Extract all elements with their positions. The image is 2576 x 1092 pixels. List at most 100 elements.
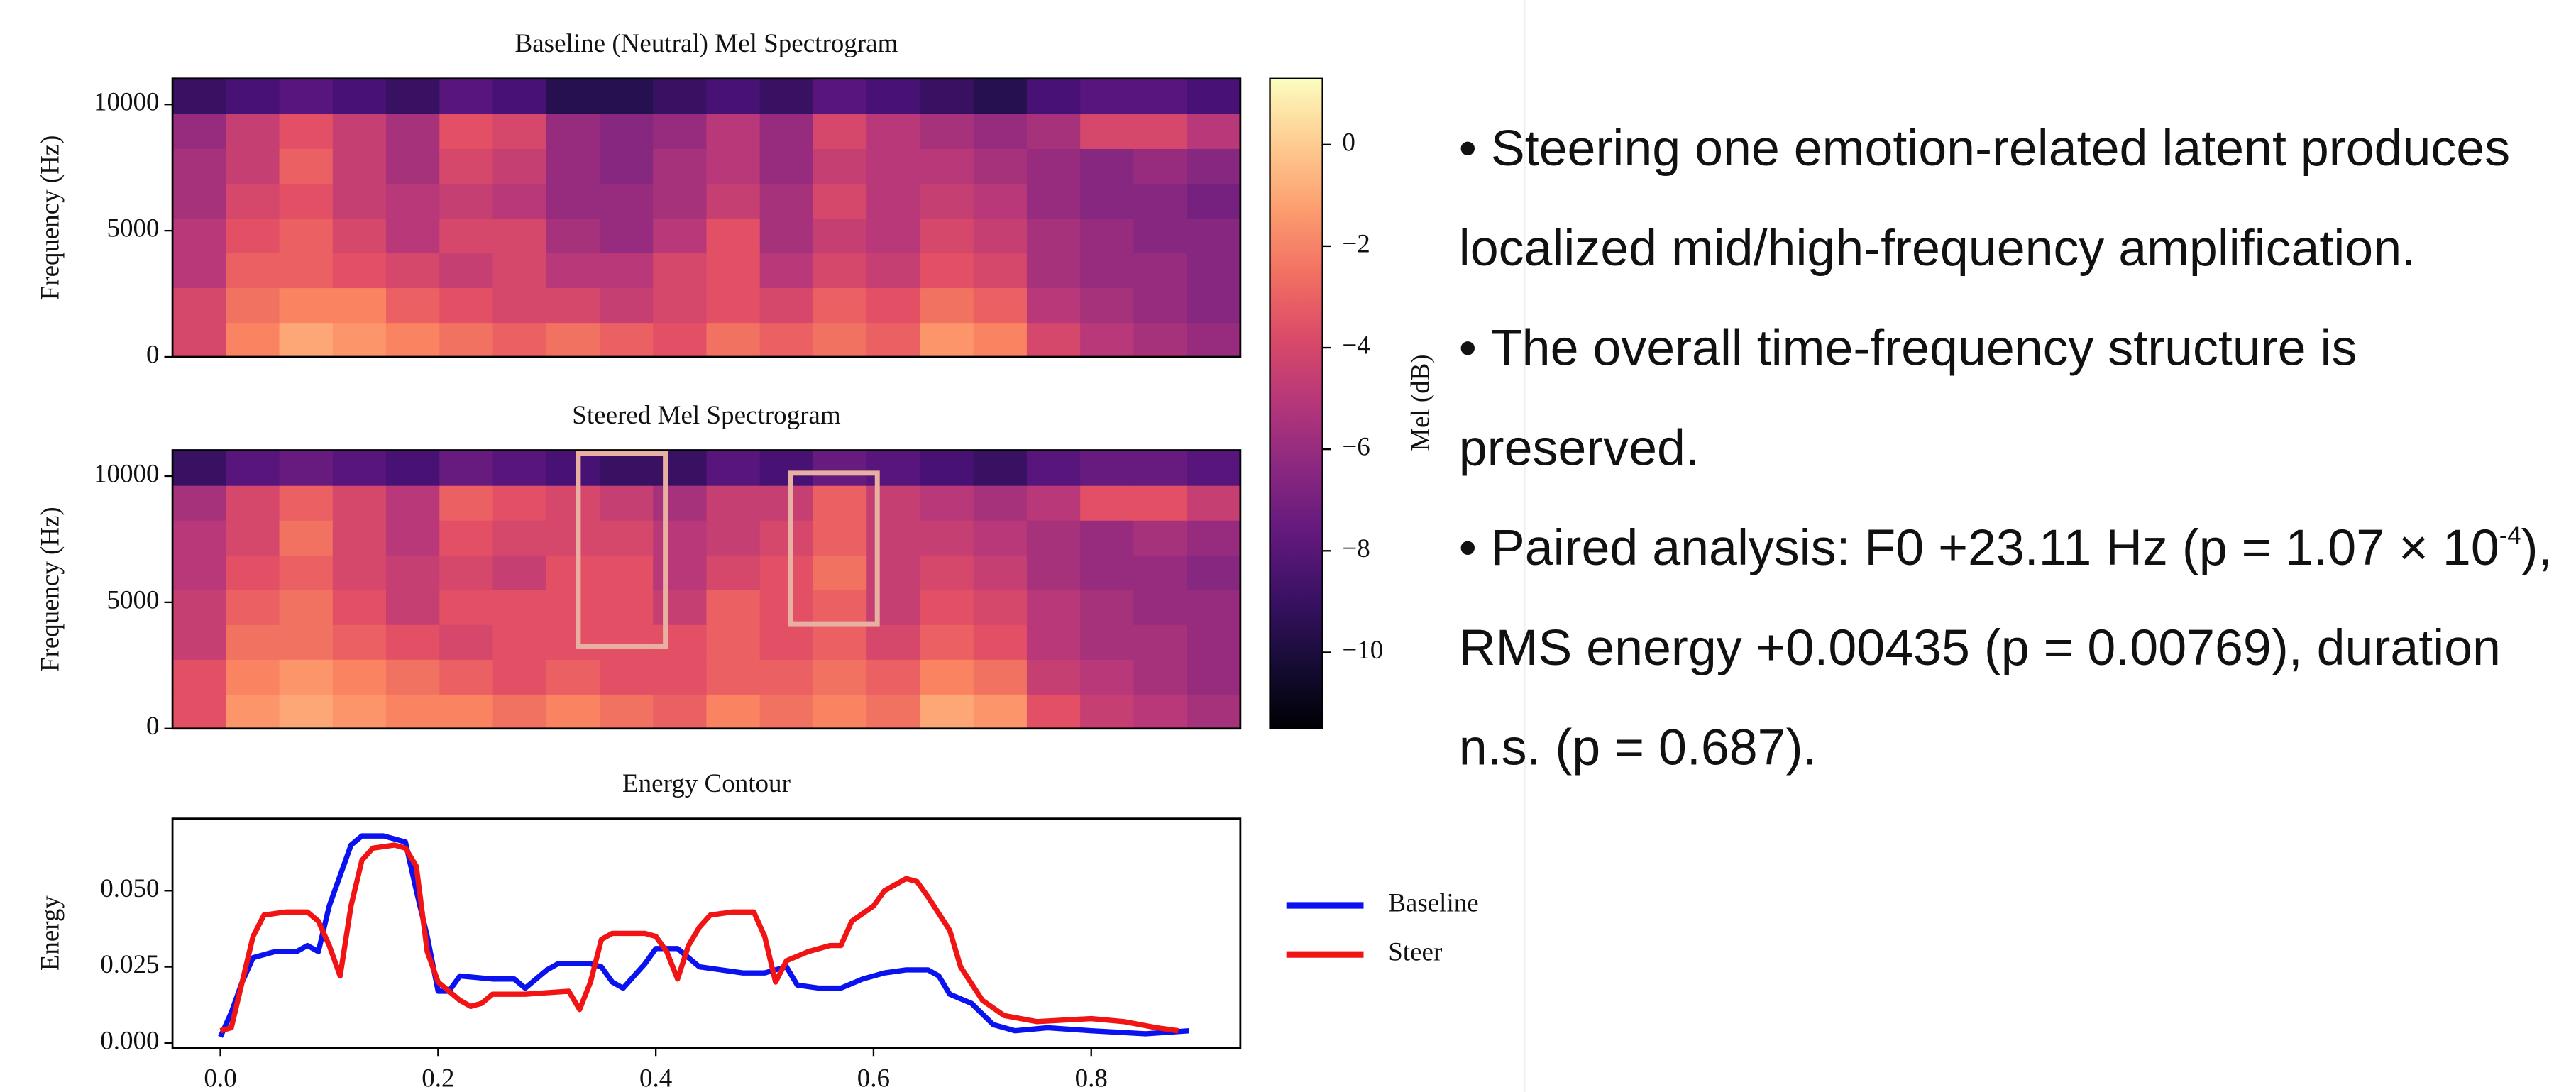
- heatmap-cell: [492, 321, 547, 358]
- heatmap-cell: [706, 182, 761, 219]
- heatmap-cell: [172, 589, 227, 625]
- heatmap-cell: [492, 182, 547, 219]
- heatmap-cell: [1187, 485, 1242, 521]
- axes-frame: [171, 817, 1242, 1049]
- bullet-text: Steering one emotion-related latent prod…: [1458, 119, 2511, 277]
- heatmap-cell: [439, 589, 494, 625]
- heatmap-cell: [172, 624, 227, 660]
- heatmap-cell: [439, 321, 494, 358]
- heatmap-cell: [759, 589, 815, 625]
- heatmap-cell: [866, 485, 921, 521]
- heatmap-cell: [920, 287, 974, 324]
- heatmap-cell: [866, 554, 921, 590]
- heatmap-cell: [332, 113, 387, 149]
- heatmap-cell: [226, 519, 280, 556]
- y-tick-label: 10000: [94, 459, 160, 488]
- heatmap-cell: [1187, 113, 1242, 149]
- heatmap-cell: [759, 519, 815, 556]
- heatmap-cell: [599, 589, 654, 625]
- heatmap-cell: [706, 148, 761, 184]
- heatmap-cell: [1026, 217, 1081, 254]
- heatmap-cell: [920, 78, 974, 114]
- x-tick-label: 0.6: [857, 1063, 890, 1092]
- heatmap-cell: [546, 182, 601, 219]
- heatmap-cell: [759, 624, 815, 660]
- heatmap-cell: [706, 113, 761, 149]
- heatmap-cell: [386, 485, 441, 521]
- heatmap-cell: [1187, 78, 1242, 114]
- heatmap-cell: [759, 321, 815, 358]
- heatmap-cell: [492, 485, 547, 521]
- heatmap-cell: [1133, 287, 1188, 324]
- heatmap-cell: [599, 252, 654, 289]
- heatmap-cell: [1187, 589, 1242, 625]
- heatmap-cell: [279, 321, 334, 358]
- heatmap-cell: [439, 217, 494, 254]
- heatmap-cell: [653, 78, 708, 114]
- heatmap-cell: [492, 624, 547, 660]
- heatmap-cell: [546, 287, 601, 324]
- heatmap-cell: [1026, 554, 1081, 590]
- heatmap-cell: [439, 113, 494, 149]
- heatmap-cell: [332, 658, 387, 695]
- heatmap-cell: [973, 624, 1028, 660]
- heatmap-cell: [492, 519, 547, 556]
- x-tick-label: 0.8: [1075, 1063, 1108, 1092]
- heatmap-cell: [386, 113, 441, 149]
- heatmap-cell: [759, 554, 815, 590]
- heatmap-cell: [546, 589, 601, 625]
- heatmap-cell: [706, 485, 761, 521]
- heatmap-cell: [653, 693, 708, 729]
- heatmap-cell: [492, 658, 547, 695]
- heatmap-cell: [599, 519, 654, 556]
- heatmap-cell: [653, 485, 708, 521]
- heatmap-cell: [653, 148, 708, 184]
- heatmap-cell: [1080, 658, 1135, 695]
- heatmap-cell: [439, 78, 494, 114]
- superscript: -4: [2499, 522, 2521, 551]
- heatmap-cell: [1133, 450, 1188, 486]
- heatmap-cell: [599, 148, 654, 184]
- line-series: [218, 833, 1190, 1038]
- heatmap-cell: [172, 287, 227, 324]
- heatmap-cell: [226, 554, 280, 590]
- heatmap-cell: [599, 113, 654, 149]
- heatmap-cell: [653, 217, 708, 254]
- heatmap-cell: [546, 554, 601, 590]
- y-axis-label: Frequency (Hz): [35, 136, 65, 301]
- heatmap-cell: [706, 519, 761, 556]
- heatmap-cell: [599, 693, 654, 729]
- heatmap-cell: [813, 693, 868, 729]
- heatmap-cell: [866, 321, 921, 358]
- heatmap-cell: [386, 450, 441, 486]
- heatmap-cell: [1187, 217, 1242, 254]
- heatmap-cell: [1080, 519, 1135, 556]
- colorbar-label: Mel (dB): [1405, 354, 1435, 451]
- y-tick-label: 5000: [106, 585, 159, 614]
- heatmap-cell: [920, 624, 974, 660]
- heatmap-cell: [332, 485, 387, 521]
- heatmap-cell: [279, 287, 334, 324]
- heatmap-cell: [1133, 485, 1188, 521]
- bullet-text: Paired analysis: F0 +23.11 Hz (p = 1.07 …: [1490, 519, 2499, 577]
- heatmap-cell: [706, 287, 761, 324]
- heatmap-cell: [653, 554, 708, 590]
- heatmap-cell: [492, 554, 547, 590]
- colorbar-tick-label: −10: [1342, 635, 1383, 664]
- heatmap-cell: [172, 252, 227, 289]
- heatmap-cell: [546, 658, 601, 695]
- heatmap-cell: [1026, 78, 1081, 114]
- heatmap-cell: [546, 78, 601, 114]
- heatmap-cell: [279, 693, 334, 729]
- heatmap-cell: [920, 321, 974, 358]
- heatmap-cell: [332, 78, 387, 114]
- heatmap-cell: [653, 252, 708, 289]
- heatmap-cell: [279, 589, 334, 625]
- heatmap-cell: [1080, 287, 1135, 324]
- heatmap-cell: [599, 321, 654, 358]
- axes-frame: [171, 77, 1242, 358]
- heatmap-cell: [226, 217, 280, 254]
- heatmap-cell: [1026, 252, 1081, 289]
- heatmap-cell: [546, 485, 601, 521]
